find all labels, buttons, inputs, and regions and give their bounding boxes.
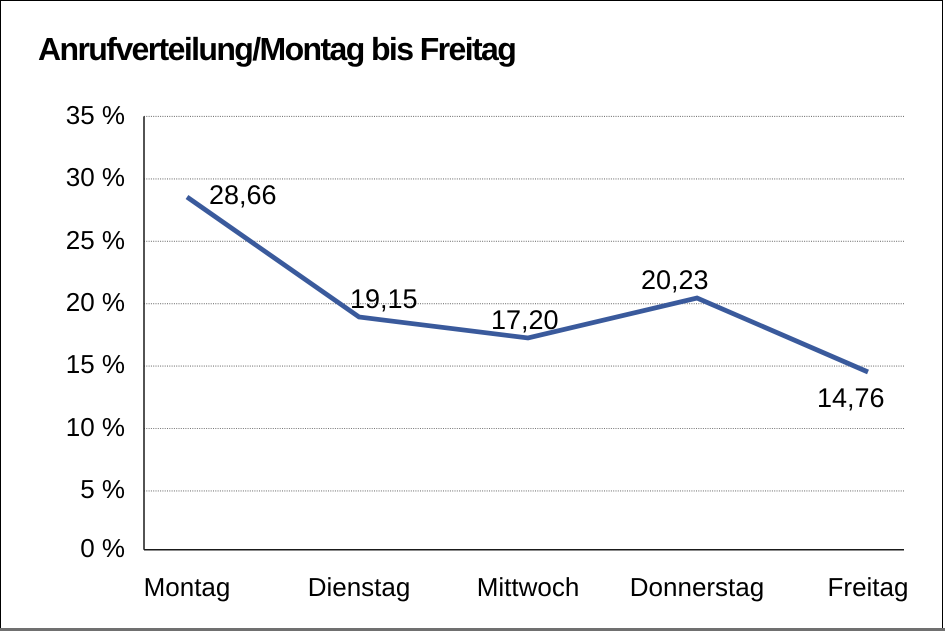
svg-text:20 %: 20 % [66,287,125,317]
svg-text:19,15: 19,15 [350,284,418,314]
svg-text:Freitag: Freitag [828,572,909,602]
svg-text:Dienstag: Dienstag [308,572,411,602]
svg-text:Donnerstag: Donnerstag [630,572,764,602]
svg-text:0 %: 0 % [80,533,125,563]
svg-text:15 %: 15 % [66,349,125,379]
svg-text:Montag: Montag [144,572,231,602]
svg-text:35 %: 35 % [66,100,125,130]
svg-text:14,76: 14,76 [817,383,885,413]
svg-text:Mittwoch: Mittwoch [477,572,580,602]
svg-text:5 %: 5 % [80,474,125,504]
svg-text:25 %: 25 % [66,225,125,255]
svg-text:20,23: 20,23 [641,265,709,295]
svg-text:28,66: 28,66 [209,180,277,210]
svg-text:30 %: 30 % [66,162,125,192]
svg-text:10 %: 10 % [66,412,125,442]
svg-text:17,20: 17,20 [491,305,559,335]
